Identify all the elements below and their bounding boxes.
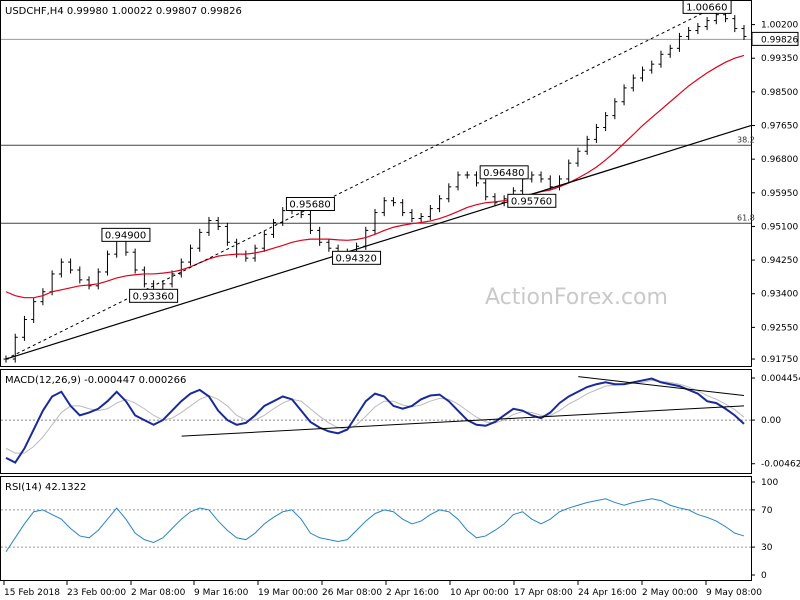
- support-trend-line: [5, 124, 752, 360]
- fib-label-61.8: 61.8: [737, 213, 755, 222]
- x-label-0: 15 Feb 2018: [4, 588, 60, 598]
- moving-average-line: [5, 54, 745, 299]
- annotation-1: 0.93360: [133, 291, 174, 302]
- price-header: USDCHF,H4 0.99980 1.00022 0.99807 0.9982…: [5, 6, 242, 17]
- rsi-panel-frame: [0, 476, 752, 581]
- y-label-5: 0.96800: [761, 155, 798, 165]
- rsi-y-label-1: 70: [761, 506, 773, 516]
- x-label-6: 2 Apr 16:00: [386, 588, 439, 598]
- y-label-8: 0.94250: [761, 256, 798, 266]
- x-label-8: 17 Apr 08:00: [514, 588, 573, 598]
- x-label-1: 23 Feb 00:00: [67, 588, 126, 598]
- macd-y-label-0: 0.004454: [761, 374, 800, 384]
- y-label-6: 0.95950: [761, 189, 798, 199]
- fib-label-38.2: 38.2: [737, 135, 755, 144]
- annotation-5: 0.95760: [511, 196, 552, 207]
- y-label-0: 1.00200: [761, 21, 798, 31]
- annotation-6: 1.00660: [686, 2, 727, 13]
- y-label-9: 0.93400: [761, 290, 798, 300]
- rsi-y-label-2: 30: [761, 543, 773, 553]
- y-label-4: 0.97650: [761, 122, 798, 132]
- x-label-7: 10 Apr 00:00: [450, 588, 509, 598]
- y-label-10: 0.92550: [761, 323, 798, 333]
- annotation-box-6: [682, 0, 732, 14]
- macd-y-label-1: 0.00: [761, 416, 781, 426]
- watermark: ActionForex.com: [485, 285, 668, 310]
- annotation-3: 0.94320: [336, 253, 377, 264]
- macd-trend-line-0: [181, 405, 745, 437]
- y-label-7: 0.95100: [761, 222, 798, 232]
- rsi-y-label-3: 0: [761, 571, 767, 581]
- rsi-header: RSI(14) 42.1322: [5, 482, 86, 493]
- x-label-10: 2 May 00:00: [642, 588, 698, 598]
- rsi-y-label-0: 100: [761, 478, 778, 488]
- macd-y-label-2: -0.004624: [761, 460, 800, 470]
- macd-panel-frame: [0, 369, 752, 474]
- x-label-9: 24 Apr 16:00: [578, 588, 637, 598]
- macd-trend-line-1: [578, 376, 745, 397]
- dashed-channel-line: [5, 5, 717, 360]
- macd-line: [5, 377, 745, 464]
- annotation-box-3: [332, 250, 382, 265]
- annotation-box-4: [479, 165, 529, 180]
- annotation-box-0: [101, 227, 151, 242]
- annotation-box-1: [129, 288, 179, 303]
- annotation-box-5: [507, 193, 557, 208]
- x-label-3: 9 Mar 16:00: [194, 588, 249, 598]
- y-label-3: 0.98500: [761, 88, 798, 98]
- price-panel-frame: [0, 0, 752, 367]
- x-label-2: 2 Mar 08:00: [131, 588, 186, 598]
- y-label-2: 0.99350: [761, 54, 798, 64]
- y-label-11: 0.91750: [761, 355, 798, 365]
- x-label-5: 26 Mar 08:00: [322, 588, 382, 598]
- x-label-11: 9 May 08:00: [706, 588, 762, 598]
- macd-header: MACD(12,26,9) -0.000447 0.000266: [5, 375, 186, 386]
- y-label-1: 0.99826: [761, 35, 798, 45]
- last-price-box: [751, 31, 799, 46]
- annotation-4: 0.96480: [483, 168, 524, 179]
- x-label-4: 19 Mar 00:00: [258, 588, 318, 598]
- rsi-line: [5, 498, 745, 553]
- annotation-2: 0.95680: [289, 199, 330, 210]
- annotation-box-2: [285, 196, 335, 211]
- annotation-0: 0.94900: [105, 230, 146, 241]
